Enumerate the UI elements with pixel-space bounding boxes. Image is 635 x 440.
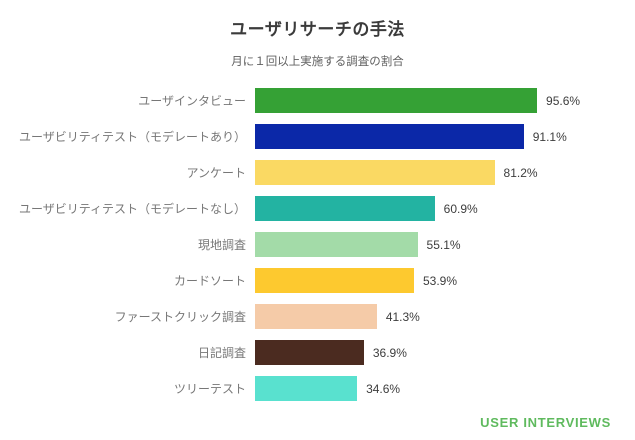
value-label: 91.1% [532, 129, 567, 144]
chart-subtitle: 月に１回以上実施する調査の割合 [231, 56, 404, 68]
value-label: 53.9% [423, 273, 458, 288]
value-label: 55.1% [426, 237, 461, 252]
bar [255, 376, 358, 401]
category-label: アンケート [186, 166, 246, 180]
bar [255, 304, 377, 329]
chart-row: ユーザインタビュー 95.6% [0, 88, 635, 113]
bar [255, 88, 538, 113]
chart-row: アンケート 81.2% [0, 160, 635, 185]
category-label: ユーザビリティテスト（モデレートなし） [18, 202, 246, 216]
category-label: 現地調査 [197, 238, 246, 252]
chart-row: ユーザビリティテスト（モデレートあり） 91.1% [0, 124, 635, 149]
horizontal-bar-chart: ユーザインタビュー 95.6% ユーザビリティテスト（モデレートあり） 91.1% アン… [0, 88, 635, 401]
category-label: ユーザインタビュー [138, 94, 246, 108]
value-label: 81.2% [503, 165, 538, 180]
chart-row: 現地調査 55.1% [0, 232, 635, 257]
chart-row: カードソート 53.9% [0, 268, 635, 293]
value-label: 41.3% [385, 309, 420, 324]
chart-title: ユーザリサーチの手法 [230, 20, 405, 39]
category-label: カードソート [173, 274, 246, 288]
value-label: 95.6% [546, 93, 581, 108]
category-label: ユーザビリティテスト（モデレートあり） [18, 130, 246, 144]
category-label: ファーストクリック調査 [114, 310, 246, 324]
category-label: ツリーテスト [173, 382, 246, 396]
value-label: 60.9% [443, 201, 478, 216]
chart-row: ファーストクリック調査 41.3% [0, 304, 635, 329]
chart-row: 日記調査 36.9% [0, 340, 635, 365]
brand-logo: USER INTERVIEWS [480, 415, 611, 430]
value-label: 36.9% [372, 345, 407, 360]
bar [255, 232, 418, 257]
value-label: 34.6% [366, 381, 401, 396]
bar [255, 340, 364, 365]
bar [255, 268, 414, 293]
category-label: 日記調査 [197, 346, 246, 360]
bar [255, 196, 435, 221]
chart-row: ツリーテスト 34.6% [0, 376, 635, 401]
chart-row: ユーザビリティテスト（モデレートなし） 60.9% [0, 196, 635, 221]
bar [255, 124, 524, 149]
bar [255, 160, 495, 185]
